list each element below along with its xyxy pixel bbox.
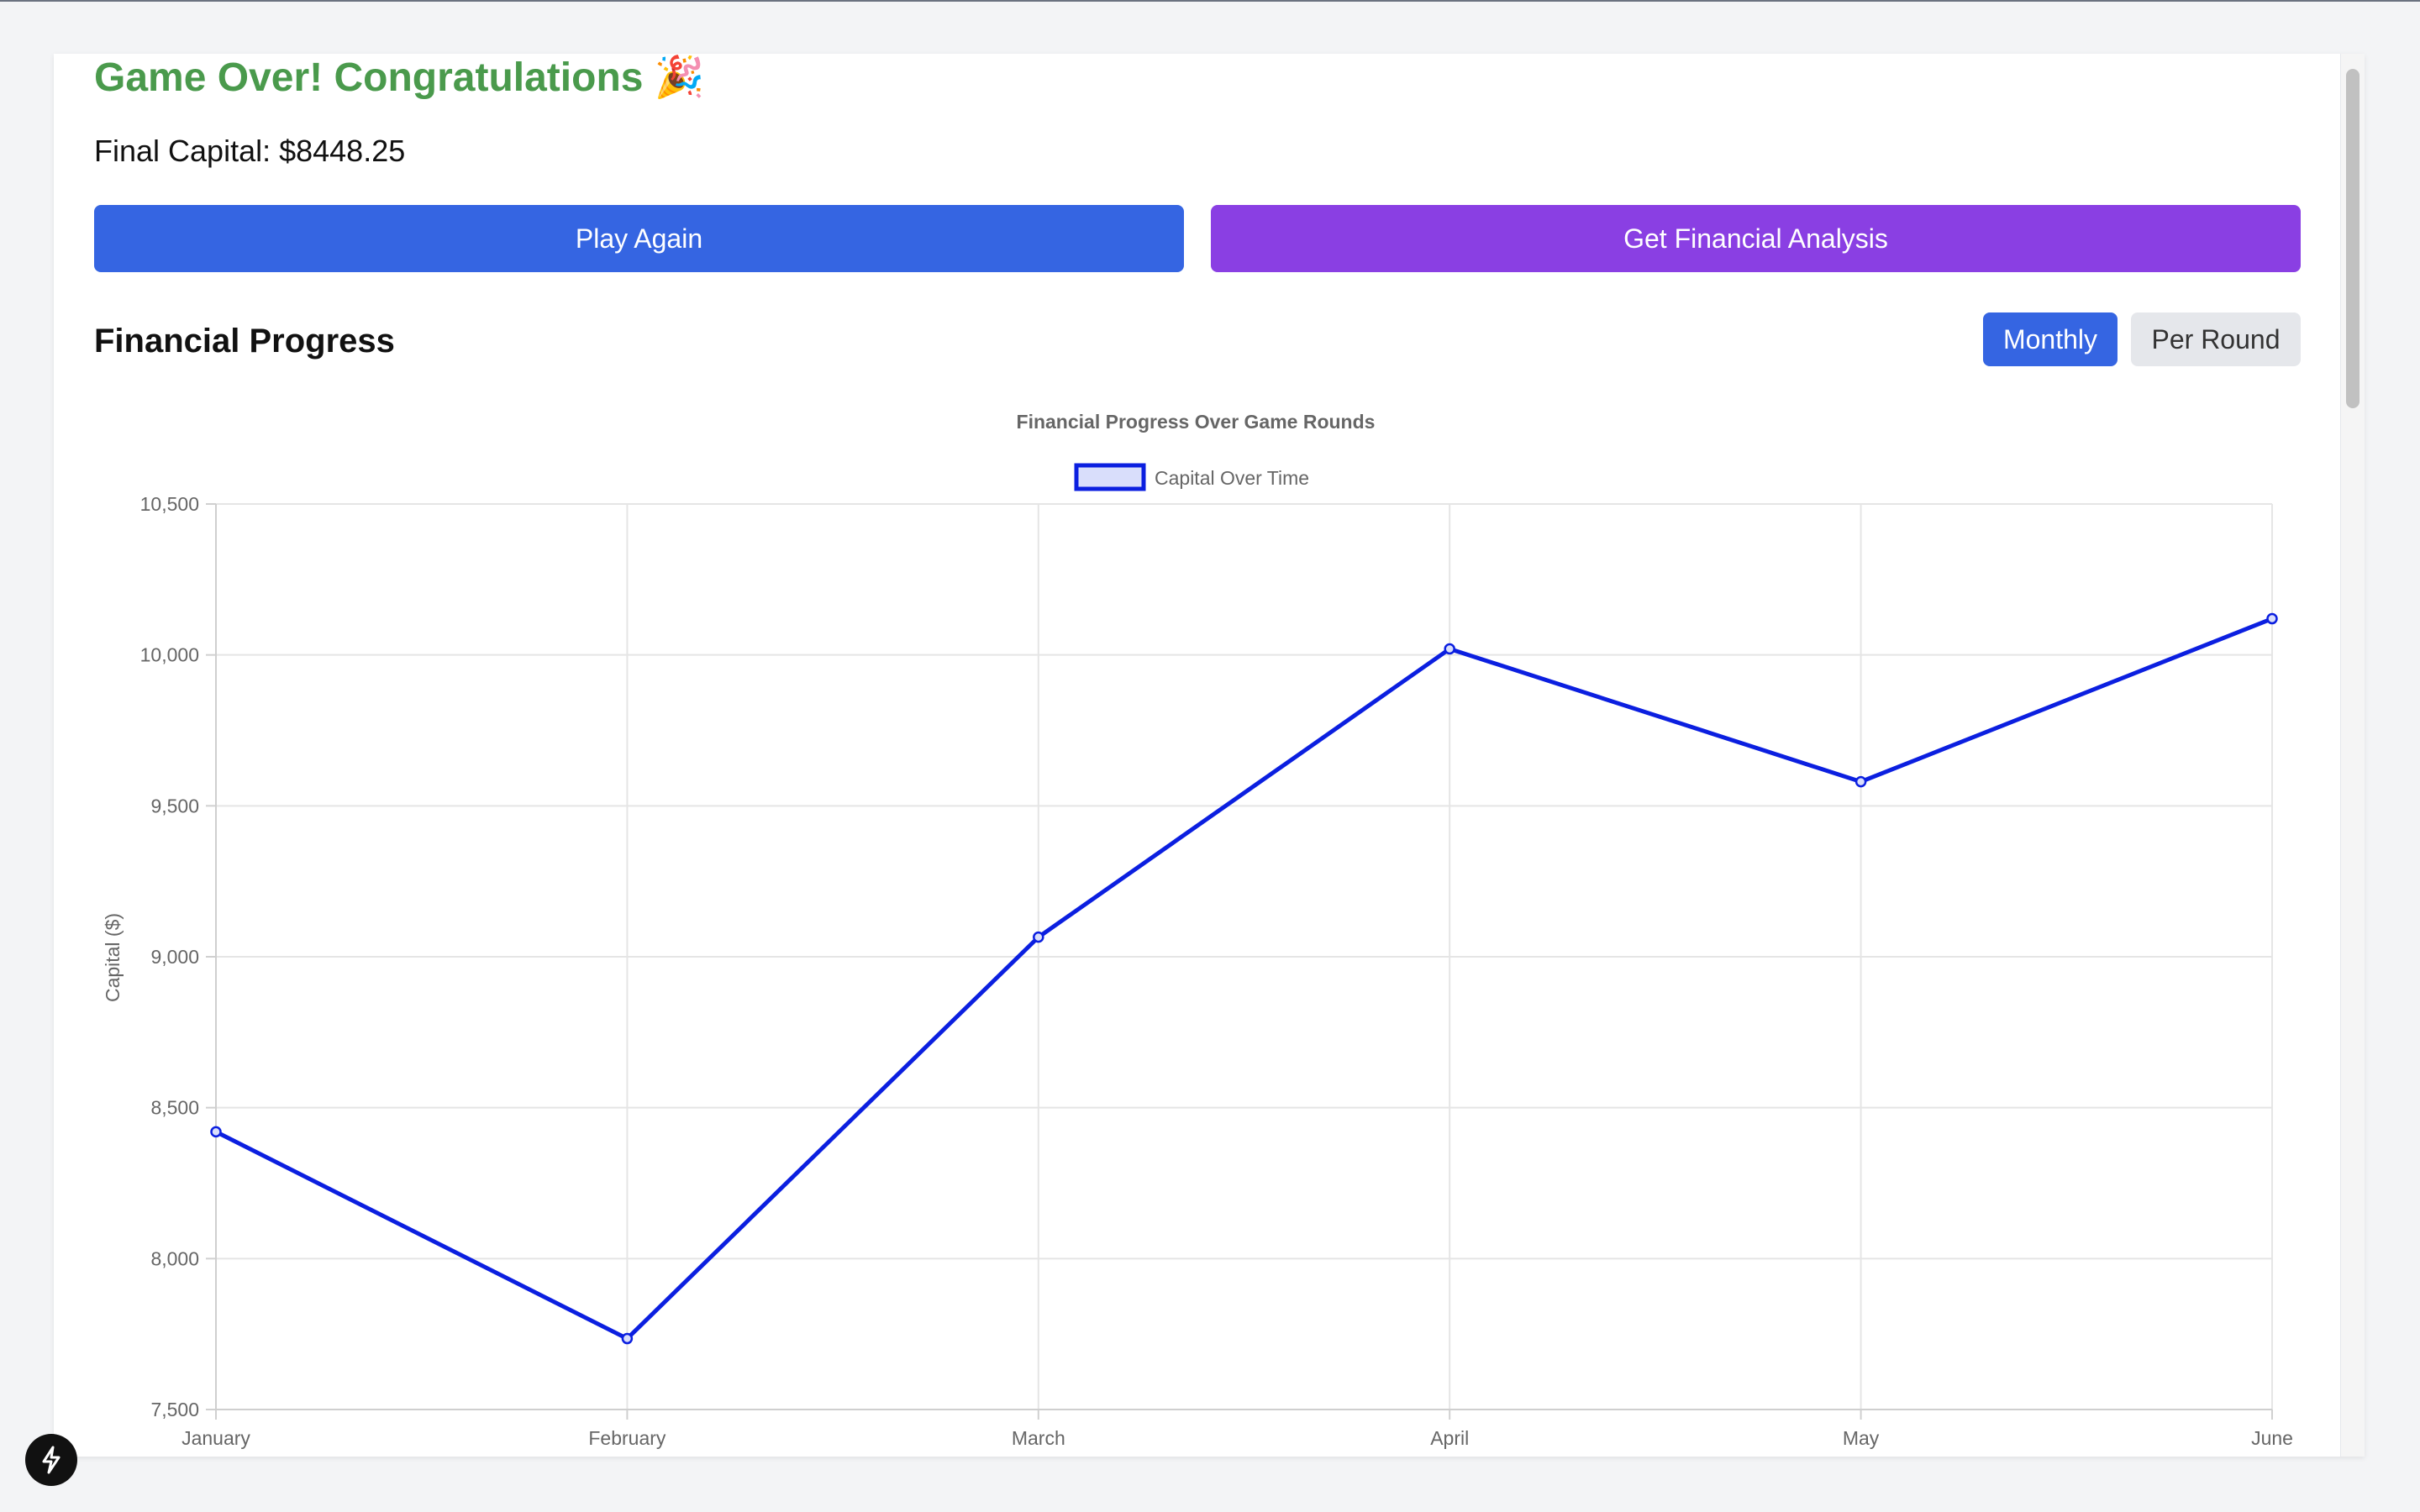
y-axis-label: Capital ($) [102, 913, 124, 1002]
play-again-button[interactable]: Play Again [94, 205, 1184, 272]
x-tick-label: April [1430, 1427, 1469, 1449]
x-tick-label: January [182, 1427, 250, 1449]
financial-progress-heading: Financial Progress [94, 323, 395, 360]
y-tick-label: 9,000 [150, 946, 199, 968]
data-point[interactable] [621, 1332, 634, 1345]
x-tick-label: February [588, 1427, 666, 1449]
monthly-toggle-button[interactable]: Monthly [1983, 312, 2118, 366]
game-over-title: Game Over! Congratulations 🎉 [94, 54, 705, 102]
data-point[interactable] [1033, 931, 1044, 943]
lightning-bolt-icon[interactable] [25, 1434, 77, 1486]
game-over-title-text: Game Over! Congratulations [94, 55, 644, 100]
party-popper-icon: 🎉 [654, 54, 705, 101]
x-tick-label: March [1012, 1427, 1065, 1449]
y-tick-label: 10,500 [140, 493, 199, 515]
scrollbar-thumb[interactable] [2346, 69, 2360, 408]
vertical-scrollbar[interactable] [2340, 54, 2365, 1457]
y-tick-label: 9,500 [150, 795, 199, 816]
legend-label[interactable]: Capital Over Time [1155, 467, 1309, 489]
financial-progress-chart: Financial Progress Over Game Rounds Capi… [102, 411, 2293, 1449]
y-tick-label: 8,500 [150, 1097, 199, 1119]
game-over-panel: Game Over! Congratulations 🎉 Final Capit… [54, 54, 2365, 1457]
chart-title: Financial Progress Over Game Rounds [1017, 411, 1376, 433]
y-tick-label: 8,000 [150, 1247, 199, 1269]
y-tick-label: 10,000 [140, 644, 199, 666]
window-top-border [0, 0, 2420, 2]
data-point[interactable] [1444, 643, 1455, 655]
data-point[interactable] [2266, 612, 2278, 625]
per-round-toggle-button[interactable]: Per Round [2131, 312, 2301, 366]
data-point[interactable] [1854, 775, 1867, 788]
x-tick-label: June [2251, 1427, 2293, 1449]
get-financial-analysis-button[interactable]: Get Financial Analysis [1211, 205, 2301, 272]
final-capital-text: Final Capital: $8448.25 [94, 134, 406, 168]
data-point[interactable] [210, 1126, 222, 1138]
y-tick-label: 7,500 [150, 1399, 199, 1420]
legend-swatch[interactable] [1074, 463, 1146, 491]
capital-series-line [214, 617, 2273, 1341]
x-tick-label: May [1843, 1427, 1880, 1449]
